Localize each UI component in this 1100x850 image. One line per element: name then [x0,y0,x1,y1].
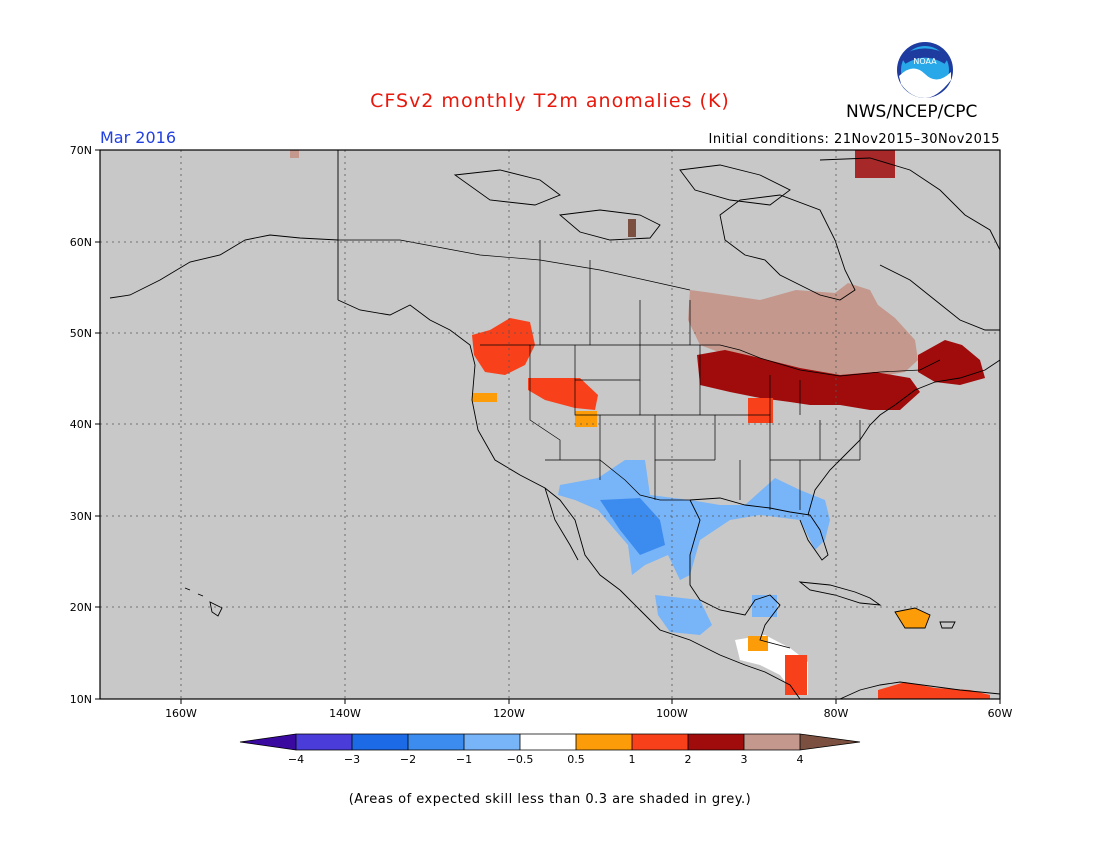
lon-label: 60W [988,707,1013,720]
lat-label: 40N [70,418,92,431]
anomaly-patch-canada [688,283,918,378]
colorbar-swatch [688,734,744,750]
noaa-logo-text: NOAA [913,57,937,66]
anomaly-patch-venezuela [878,682,990,699]
colorbar-label: −1 [456,753,472,766]
map-title: CFSv2 monthly T2m anomalies (K) [370,90,730,112]
anomaly-patch-texas [600,498,665,555]
agency-label: NWS/NCEP/CPC [846,102,978,122]
noaa-logo: NOAA [897,42,953,98]
political-borders [338,239,941,510]
anomaly-patch-utah [575,411,597,427]
anomaly-patch-maritimes [918,340,985,385]
anomaly-patch-north [628,219,636,237]
lat-label: 50N [70,327,92,340]
anomaly-patch-alaska [290,150,299,158]
colorbar-swatch [520,734,576,750]
skill-footnote: (Areas of expected skill less than 0.3 a… [348,792,752,807]
anomaly-patch-oregon [472,393,497,402]
colorbar-label: 0.5 [567,753,585,766]
lat-label: 30N [70,510,92,523]
anomaly-patch-mexico [655,595,712,635]
map-gridlines [100,150,1000,699]
lat-label: 10N [70,693,92,706]
lat-label: 60N [70,236,92,249]
colorbar-label: 2 [685,753,692,766]
anomaly-patch-great-basin [528,378,598,410]
colorbar-label: −3 [344,753,360,766]
anomaly-patch-yucatan [752,595,777,617]
anomaly-patch-pacific-nw [472,318,535,375]
colorbar-label: −2 [400,753,416,766]
colorbar-swatch [408,734,464,750]
colorbar-label: 3 [741,753,748,766]
lon-label: 80W [824,707,849,720]
anomaly-patch-hispaniola [895,608,930,628]
colorbar-swatch [296,734,352,750]
coastlines [109,150,1001,700]
colorbar-swatch [352,734,408,750]
colorbar-low-arrow [240,734,296,750]
colorbar-label: −0.5 [507,753,534,766]
colorbar-swatch [744,734,800,750]
anomaly-patch-honduras [748,636,768,651]
initial-conditions-label: Initial conditions: 21Nov2015–30Nov2015 [708,132,1000,147]
anomaly-patches [290,150,990,699]
colorbar-label: 1 [629,753,636,766]
lat-label: 20N [70,601,92,614]
colorbar: −4 −3 −2 −1 −0.5 0.5 1 2 3 4 [239,733,861,766]
anomaly-patch-nicaragua [785,655,807,695]
colorbar-label: 4 [797,753,804,766]
month-label: Mar 2016 [100,128,176,147]
anomaly-patch-great-lakes [697,350,920,410]
map-ticks [95,149,1001,704]
anomaly-patch-baffin [855,150,895,178]
longitude-labels: 160W 140W 120W 100W 80W 60W [165,707,1012,720]
lat-label: 70N [70,144,92,157]
colorbar-swatch [632,734,688,750]
colorbar-swatch [576,734,632,750]
anomaly-patch-midwest [748,398,773,423]
lon-label: 100W [656,707,688,720]
anomaly-patch-southwest [558,460,830,580]
map-background [100,150,1000,699]
lon-label: 140W [329,707,361,720]
lon-label: 160W [165,707,197,720]
colorbar-swatch [464,734,520,750]
latitude-labels: 70N 60N 50N 40N 30N 20N 10N [70,144,92,706]
colorbar-label: −4 [288,753,304,766]
lon-label: 120W [493,707,525,720]
colorbar-high-arrow [800,734,860,750]
